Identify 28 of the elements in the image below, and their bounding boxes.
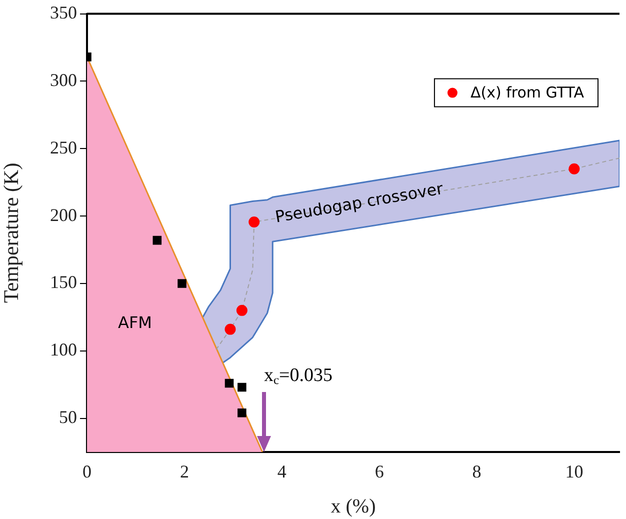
x-axis-title: x (%) xyxy=(330,495,376,518)
y-tick-label: 150 xyxy=(50,272,77,292)
x-tick-label: 6 xyxy=(374,462,384,482)
annotation: AFM xyxy=(118,313,152,332)
x-tick-label: 0 xyxy=(82,462,92,482)
point xyxy=(178,279,186,288)
point xyxy=(224,324,236,335)
x-tick-label: 2 xyxy=(180,462,189,482)
y-tick-label: 50 xyxy=(59,407,77,428)
point xyxy=(152,236,162,245)
legend-label: Δ(x) from GTTA xyxy=(470,84,585,102)
y-axis-title: Temperature (K) xyxy=(0,162,24,303)
y-tick-label: 200 xyxy=(50,204,77,225)
point xyxy=(568,163,580,174)
y-tick-label: 300 xyxy=(50,70,77,90)
point xyxy=(238,382,246,392)
x-tick-label: 8 xyxy=(472,462,482,482)
point xyxy=(236,304,248,316)
annotation: Pseudogap crossover xyxy=(274,178,445,226)
y-tick-label: 350 xyxy=(50,2,77,23)
x-tick-label: 4 xyxy=(277,462,286,482)
y-tick-label: 250 xyxy=(50,137,77,158)
point xyxy=(238,408,246,418)
point xyxy=(248,216,260,228)
x-tick-label: 10 xyxy=(565,462,584,482)
point xyxy=(224,378,234,388)
line-series xyxy=(216,158,620,350)
y-tick-label: 100 xyxy=(50,340,77,360)
